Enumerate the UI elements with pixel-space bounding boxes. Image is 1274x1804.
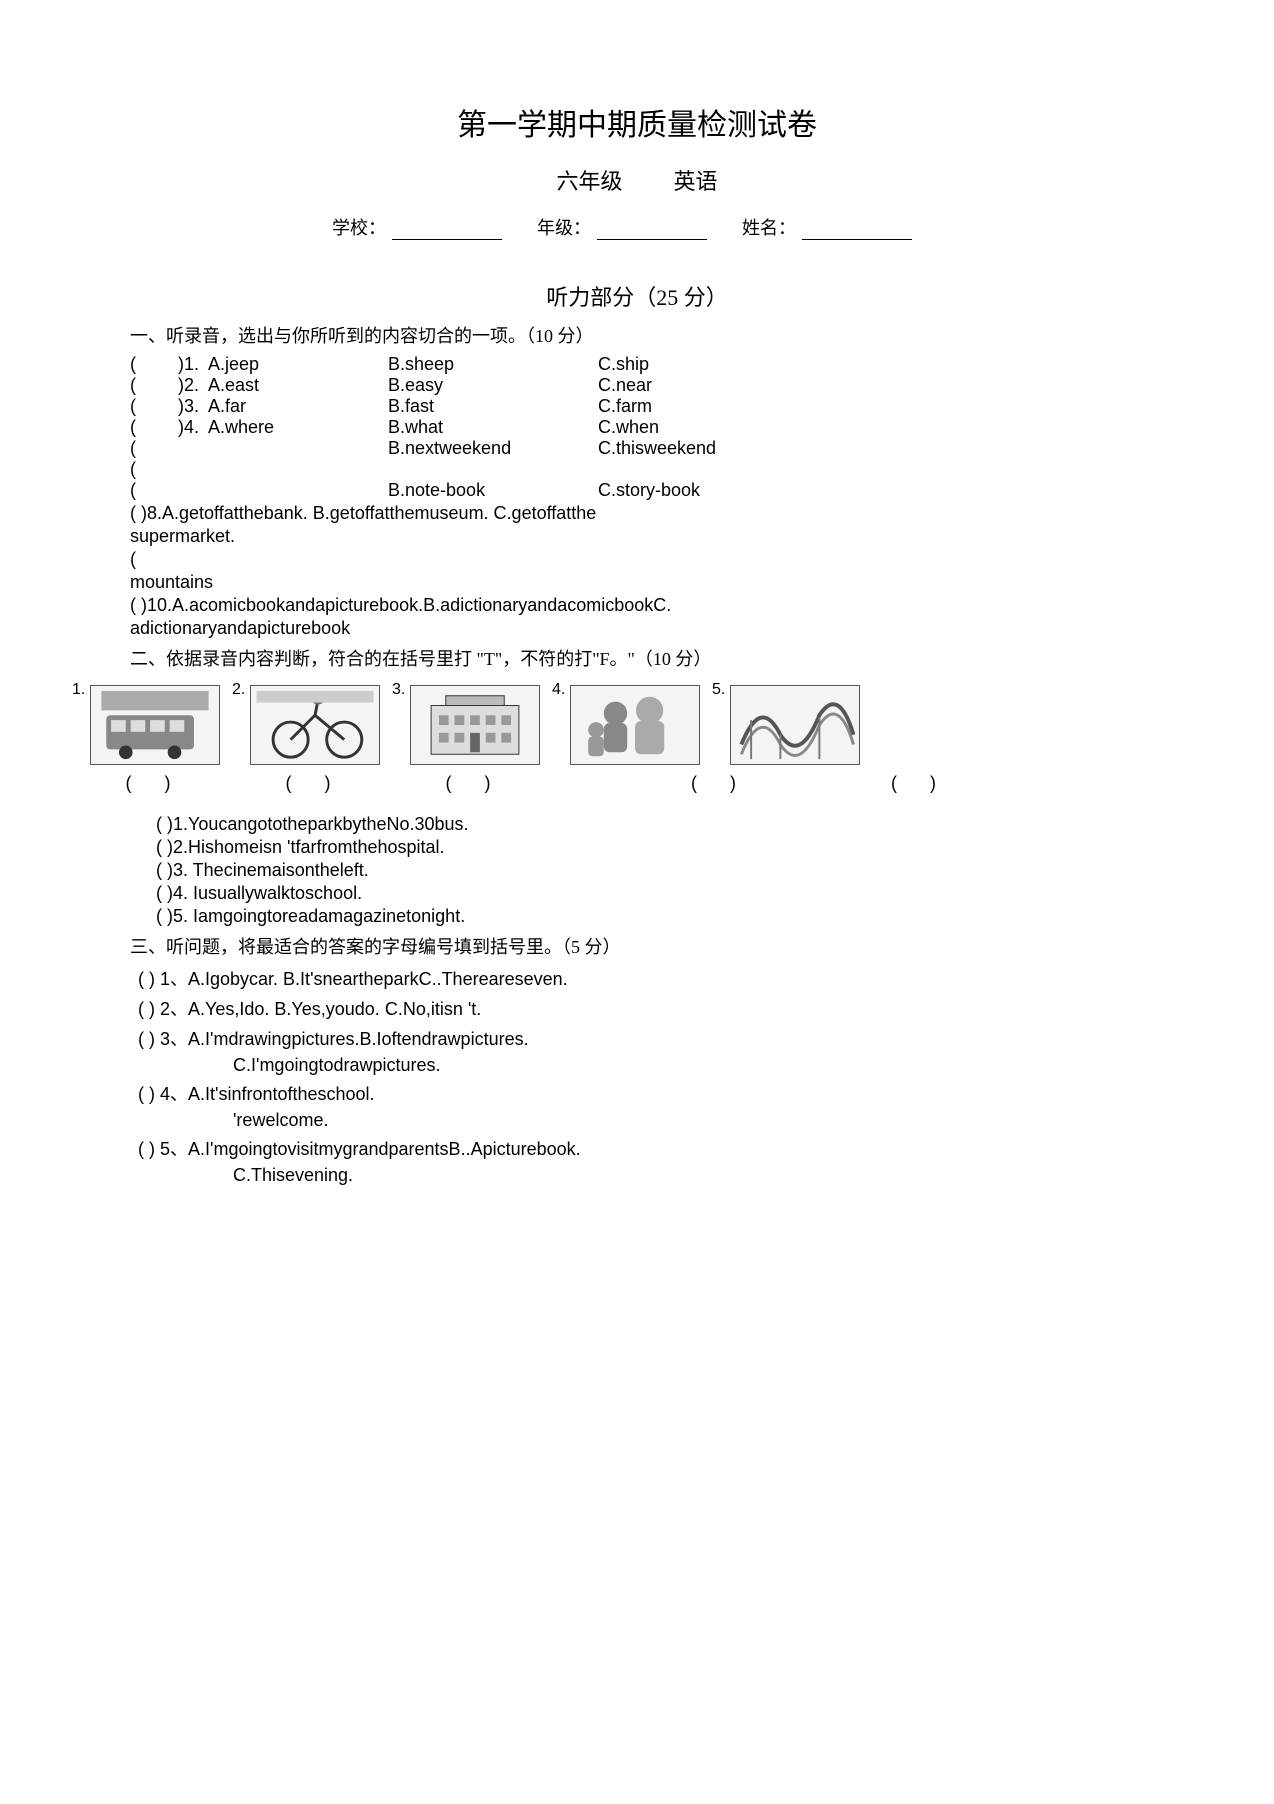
- section3-list: ( ) 1、A.Igobycar. B.It'sneartheparkC..Th…: [138, 965, 1144, 1186]
- bracket-5[interactable]: ( ): [891, 773, 950, 793]
- name-blank[interactable]: [802, 222, 912, 240]
- q-row-10a: ( )10.A.acomicbookandapicturebook.B.adic…: [130, 595, 1144, 616]
- bracket-2[interactable]: ( ): [286, 773, 345, 793]
- mountains-line: mountains: [130, 572, 1144, 593]
- section1-instr: 一、听录音，选出与你所听到的内容切合的一项。（10 分）: [130, 322, 1144, 348]
- student-info: 学校： 年级： 姓名：: [130, 214, 1144, 240]
- s3-5: ( ) 5、A.I'mgoingtovisitmygrandparentsB..…: [138, 1135, 1144, 1161]
- grade-blank[interactable]: [597, 222, 707, 240]
- q-row-2: ()2. A.east B.easy C.near: [130, 375, 1144, 396]
- bracket-3[interactable]: ( ): [446, 773, 505, 793]
- exam-page: 第一学期中期质量检测试卷 六年级 英语 学校： 年级： 姓名： 听力部分（25 …: [0, 0, 1274, 1270]
- s3-3: ( ) 3、A.I'mdrawingpictures.B.Ioftendrawp…: [138, 1025, 1144, 1051]
- section2-instr: 二、依据录音内容判断，符合的在括号里打 "T"，不符的打"F。"（10 分）: [130, 645, 1144, 671]
- s3-5c: C.Thisevening.: [138, 1165, 1144, 1186]
- brackets-row: ( ) ( ) ( ) ( ) ( ): [90, 773, 1144, 794]
- tf-1: ( )1.YoucangototheparkbytheNo.30bus.: [156, 814, 1144, 835]
- pic-item-2: 2.: [250, 685, 380, 765]
- tf-5: ( )5. Iamgoingtoreadamagazinetonight.: [156, 906, 1144, 927]
- grade-label: 六年级: [556, 169, 622, 194]
- grade-subtitle: 六年级 英语: [130, 164, 1144, 196]
- pic-coaster: [730, 685, 860, 765]
- bracket-4[interactable]: ( ): [691, 773, 750, 793]
- pic-bike: [250, 685, 380, 765]
- pic-item-3: 3.: [410, 685, 540, 765]
- q-row-3: ()3. A.far B.fast C.farm: [130, 396, 1144, 417]
- s3-3c: C.I'mgoingtodrawpictures.: [138, 1055, 1144, 1076]
- school-blank[interactable]: [392, 222, 502, 240]
- q-row-10b: adictionaryandapicturebook: [130, 618, 1144, 639]
- section2-tf-list: ( )1.YoucangototheparkbytheNo.30bus. ( )…: [156, 814, 1144, 927]
- pic-item-4: 4.: [570, 685, 700, 765]
- tf-2: ( )2.Hishomeisn 'tfarfromthehospital.: [156, 837, 1144, 858]
- pic-bus: [90, 685, 220, 765]
- school-label: 学校：: [332, 218, 386, 238]
- q-row-9-open: (: [130, 549, 1144, 570]
- q-row-6: (: [130, 459, 1144, 480]
- exam-title: 第一学期中期质量检测试卷: [130, 100, 1144, 144]
- pic-building: [410, 685, 540, 765]
- q-row-1: ()1. A.jeep B.sheep C.ship: [130, 354, 1144, 375]
- s3-4c: 'rewelcome.: [138, 1110, 1144, 1131]
- q-row-4: ()4. A.where B.what C.when: [130, 417, 1144, 438]
- pic-item-5: 5.: [730, 685, 860, 765]
- pic-people: [570, 685, 700, 765]
- section1-rows: ()1. A.jeep B.sheep C.ship ()2. A.east B…: [130, 354, 1144, 501]
- s3-1: ( ) 1、A.Igobycar. B.It'sneartheparkC..Th…: [138, 965, 1144, 991]
- tf-4: ( )4. Iusuallywalktoschool.: [156, 883, 1144, 904]
- grade-input-label: 年级：: [537, 218, 591, 238]
- supermarket-line: supermarket.: [130, 526, 1144, 547]
- q-row-8: ( )8.A.getoffatthebank. B.getoffatthemus…: [130, 503, 1144, 524]
- section3-instr: 三、听问题，将最适合的答案的字母编号填到括号里。（5 分）: [130, 933, 1144, 959]
- s3-4: ( ) 4、A.It'sinfrontoftheschool.: [138, 1080, 1144, 1106]
- name-label: 姓名：: [742, 218, 796, 238]
- picture-row: 1. 2. 3. 4. 5.: [90, 685, 1144, 765]
- tf-3: ( )3. Thecinemaisontheleft.: [156, 860, 1144, 881]
- listening-header: 听力部分（25 分）: [130, 280, 1144, 312]
- q-row-5: ( B.nextweekend C.thisweekend: [130, 438, 1144, 459]
- s3-2: ( ) 2、A.Yes,Ido. B.Yes,youdo. C.No,itisn…: [138, 995, 1144, 1021]
- subject-label: 英语: [674, 169, 718, 194]
- q-row-7: ( B.note-book C.story-book: [130, 480, 1144, 501]
- pic-item-1: 1.: [90, 685, 220, 765]
- bracket-1[interactable]: ( ): [126, 773, 185, 793]
